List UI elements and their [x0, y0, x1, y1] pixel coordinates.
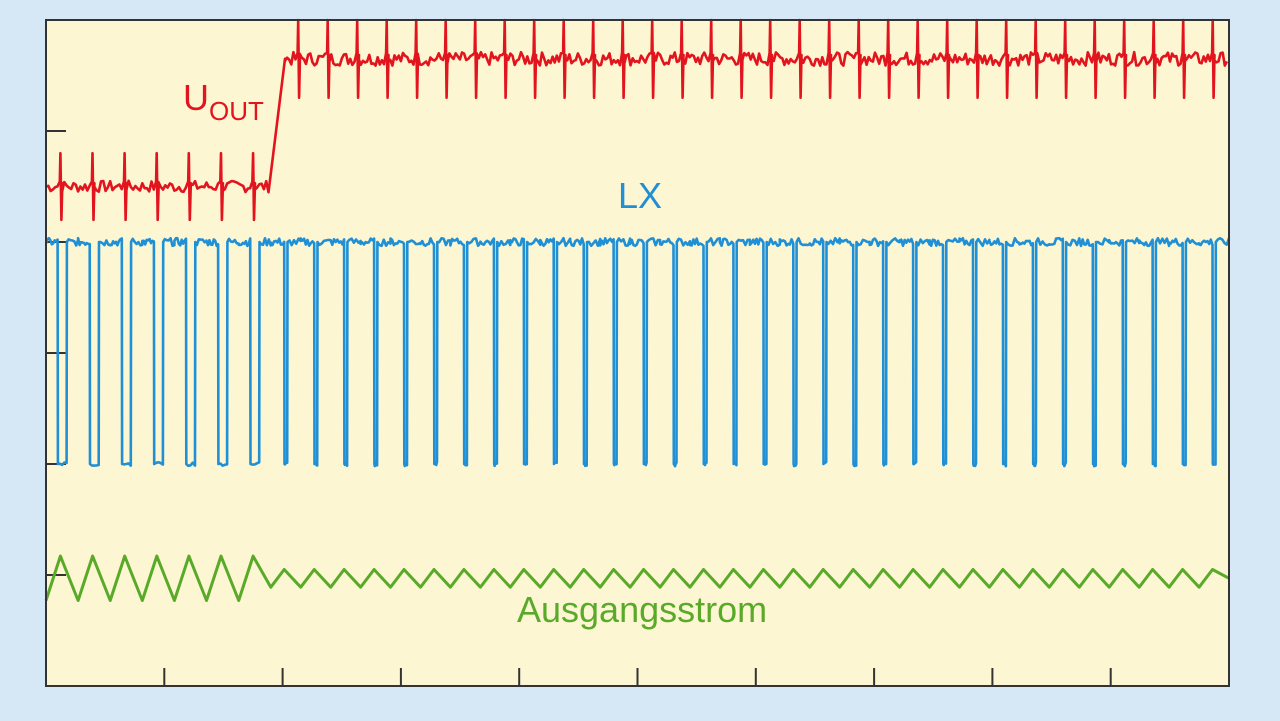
lx-trace	[44, 236, 1231, 468]
uout-label-main: U	[183, 77, 209, 118]
uout-trace	[45, 18, 1229, 222]
uout-label-subscript: OUT	[209, 96, 264, 126]
lx-label: LX	[618, 175, 662, 216]
uout-label: UOUT	[183, 77, 264, 126]
plot-frame	[45, 19, 1230, 687]
output-current-trace	[44, 554, 1230, 602]
output-current-label: Ausgangsstrom	[517, 589, 767, 630]
